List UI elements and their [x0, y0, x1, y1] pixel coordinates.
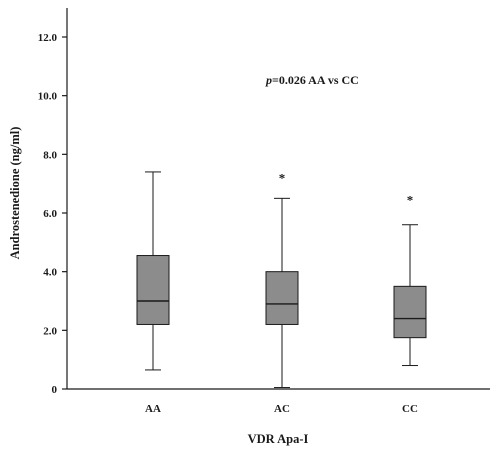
x-tick-label-aa: AA [145, 403, 161, 415]
y-tick-label: 0 [52, 384, 58, 396]
iqr-box [265, 271, 299, 325]
p-value-annotation: p=0.026 AA vs CC [265, 73, 359, 87]
y-tick-label: 2.0 [43, 325, 57, 337]
p-value-symbol: p [265, 73, 272, 87]
outlier-asterisk: * [407, 192, 414, 207]
axes [66, 8, 490, 390]
boxes: ** [136, 170, 427, 389]
y-tick-label: 12.0 [38, 32, 58, 44]
box-group-cc: * [393, 192, 427, 367]
y-tick-label: 4.0 [43, 267, 57, 279]
box-group-aa [136, 171, 170, 371]
x-tick-labels: AA AC CC [145, 403, 418, 415]
iqr-box [393, 285, 427, 339]
y-tick-label: 6.0 [43, 208, 57, 220]
p-value-text: =0.026 AA vs CC [272, 73, 359, 87]
x-axis-title: VDR Apa-I [248, 432, 309, 446]
box-group-ac: * [265, 170, 299, 389]
x-tick-label-ac: AC [274, 403, 290, 415]
outlier-asterisk: * [279, 170, 286, 185]
x-tick-label-cc: CC [402, 403, 418, 415]
y-axis-title: Androstenedione (ng/ml) [8, 127, 22, 260]
y-ticks: 0 2.0 4.0 6.0 8.0 10.0 12.0 [38, 32, 67, 396]
iqr-box [136, 255, 170, 325]
y-tick-label: 8.0 [43, 149, 57, 161]
y-tick-label: 10.0 [38, 91, 58, 103]
